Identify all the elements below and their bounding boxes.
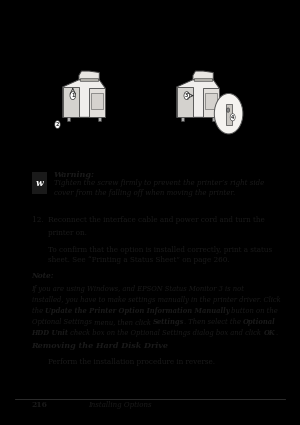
Text: Installing Options: Installing Options xyxy=(88,401,152,409)
Bar xyxy=(91,93,103,109)
Text: .: . xyxy=(275,329,278,337)
Text: w: w xyxy=(35,178,43,188)
Polygon shape xyxy=(193,71,213,80)
Text: 216: 216 xyxy=(32,401,47,409)
Text: the: the xyxy=(32,307,45,315)
Bar xyxy=(205,93,217,109)
Bar xyxy=(194,78,212,81)
Text: OK: OK xyxy=(264,329,275,337)
Text: installed, you have to make settings manually in the printer driver. Click: installed, you have to make settings man… xyxy=(32,296,280,304)
Text: To confirm that the option is installed correctly, print a status
sheet. See “Pr: To confirm that the option is installed … xyxy=(48,246,272,264)
Text: HDD Unit: HDD Unit xyxy=(32,329,68,337)
Text: printer on.: printer on. xyxy=(48,229,87,237)
Bar xyxy=(32,172,47,194)
Circle shape xyxy=(226,108,230,112)
Text: Warning:: Warning: xyxy=(54,171,95,179)
Text: Settings: Settings xyxy=(153,318,184,326)
Polygon shape xyxy=(177,80,219,117)
Bar xyxy=(181,116,184,121)
Bar xyxy=(67,116,70,121)
Polygon shape xyxy=(89,88,105,117)
Polygon shape xyxy=(79,71,99,80)
Polygon shape xyxy=(177,87,193,117)
Text: Update the Printer Option Information Manually: Update the Printer Option Information Ma… xyxy=(45,307,230,315)
Text: Tighten the screw firmly to prevent the printer’s right side
cover from the fall: Tighten the screw firmly to prevent the … xyxy=(54,179,264,198)
Text: Note:: Note: xyxy=(32,272,54,280)
Polygon shape xyxy=(63,80,105,117)
Text: 2: 2 xyxy=(56,122,59,127)
Text: 3: 3 xyxy=(185,93,188,98)
Bar xyxy=(80,78,98,81)
Circle shape xyxy=(214,94,243,134)
Text: 12.  Reconnect the interface cable and power cord and turn the: 12. Reconnect the interface cable and po… xyxy=(32,216,264,224)
Text: If you are using Windows, and EPSON Status Monitor 3 is not: If you are using Windows, and EPSON Stat… xyxy=(32,285,244,293)
Text: menu, then click: menu, then click xyxy=(92,318,153,326)
Bar xyxy=(212,116,215,121)
Text: Perform the installation procedure in reverse.: Perform the installation procedure in re… xyxy=(48,358,215,366)
Bar xyxy=(98,116,101,121)
Circle shape xyxy=(184,92,190,99)
Text: 1: 1 xyxy=(71,93,74,98)
Circle shape xyxy=(230,113,235,121)
Bar xyxy=(0,414,300,425)
Text: button on the: button on the xyxy=(230,307,278,315)
Text: Optional Settings: Optional Settings xyxy=(32,318,92,326)
Text: Optional: Optional xyxy=(243,318,276,326)
Text: 4: 4 xyxy=(231,115,234,120)
Circle shape xyxy=(55,121,60,128)
Text: . Then select the: . Then select the xyxy=(184,318,243,326)
Text: Removing the Hard Disk Drive: Removing the Hard Disk Drive xyxy=(32,342,169,350)
Bar xyxy=(226,104,232,125)
Polygon shape xyxy=(203,88,219,117)
Polygon shape xyxy=(63,87,79,117)
Circle shape xyxy=(70,92,76,99)
Bar xyxy=(0,0,300,19)
Text: check box on the Optional Settings dialog box and click: check box on the Optional Settings dialo… xyxy=(68,329,264,337)
